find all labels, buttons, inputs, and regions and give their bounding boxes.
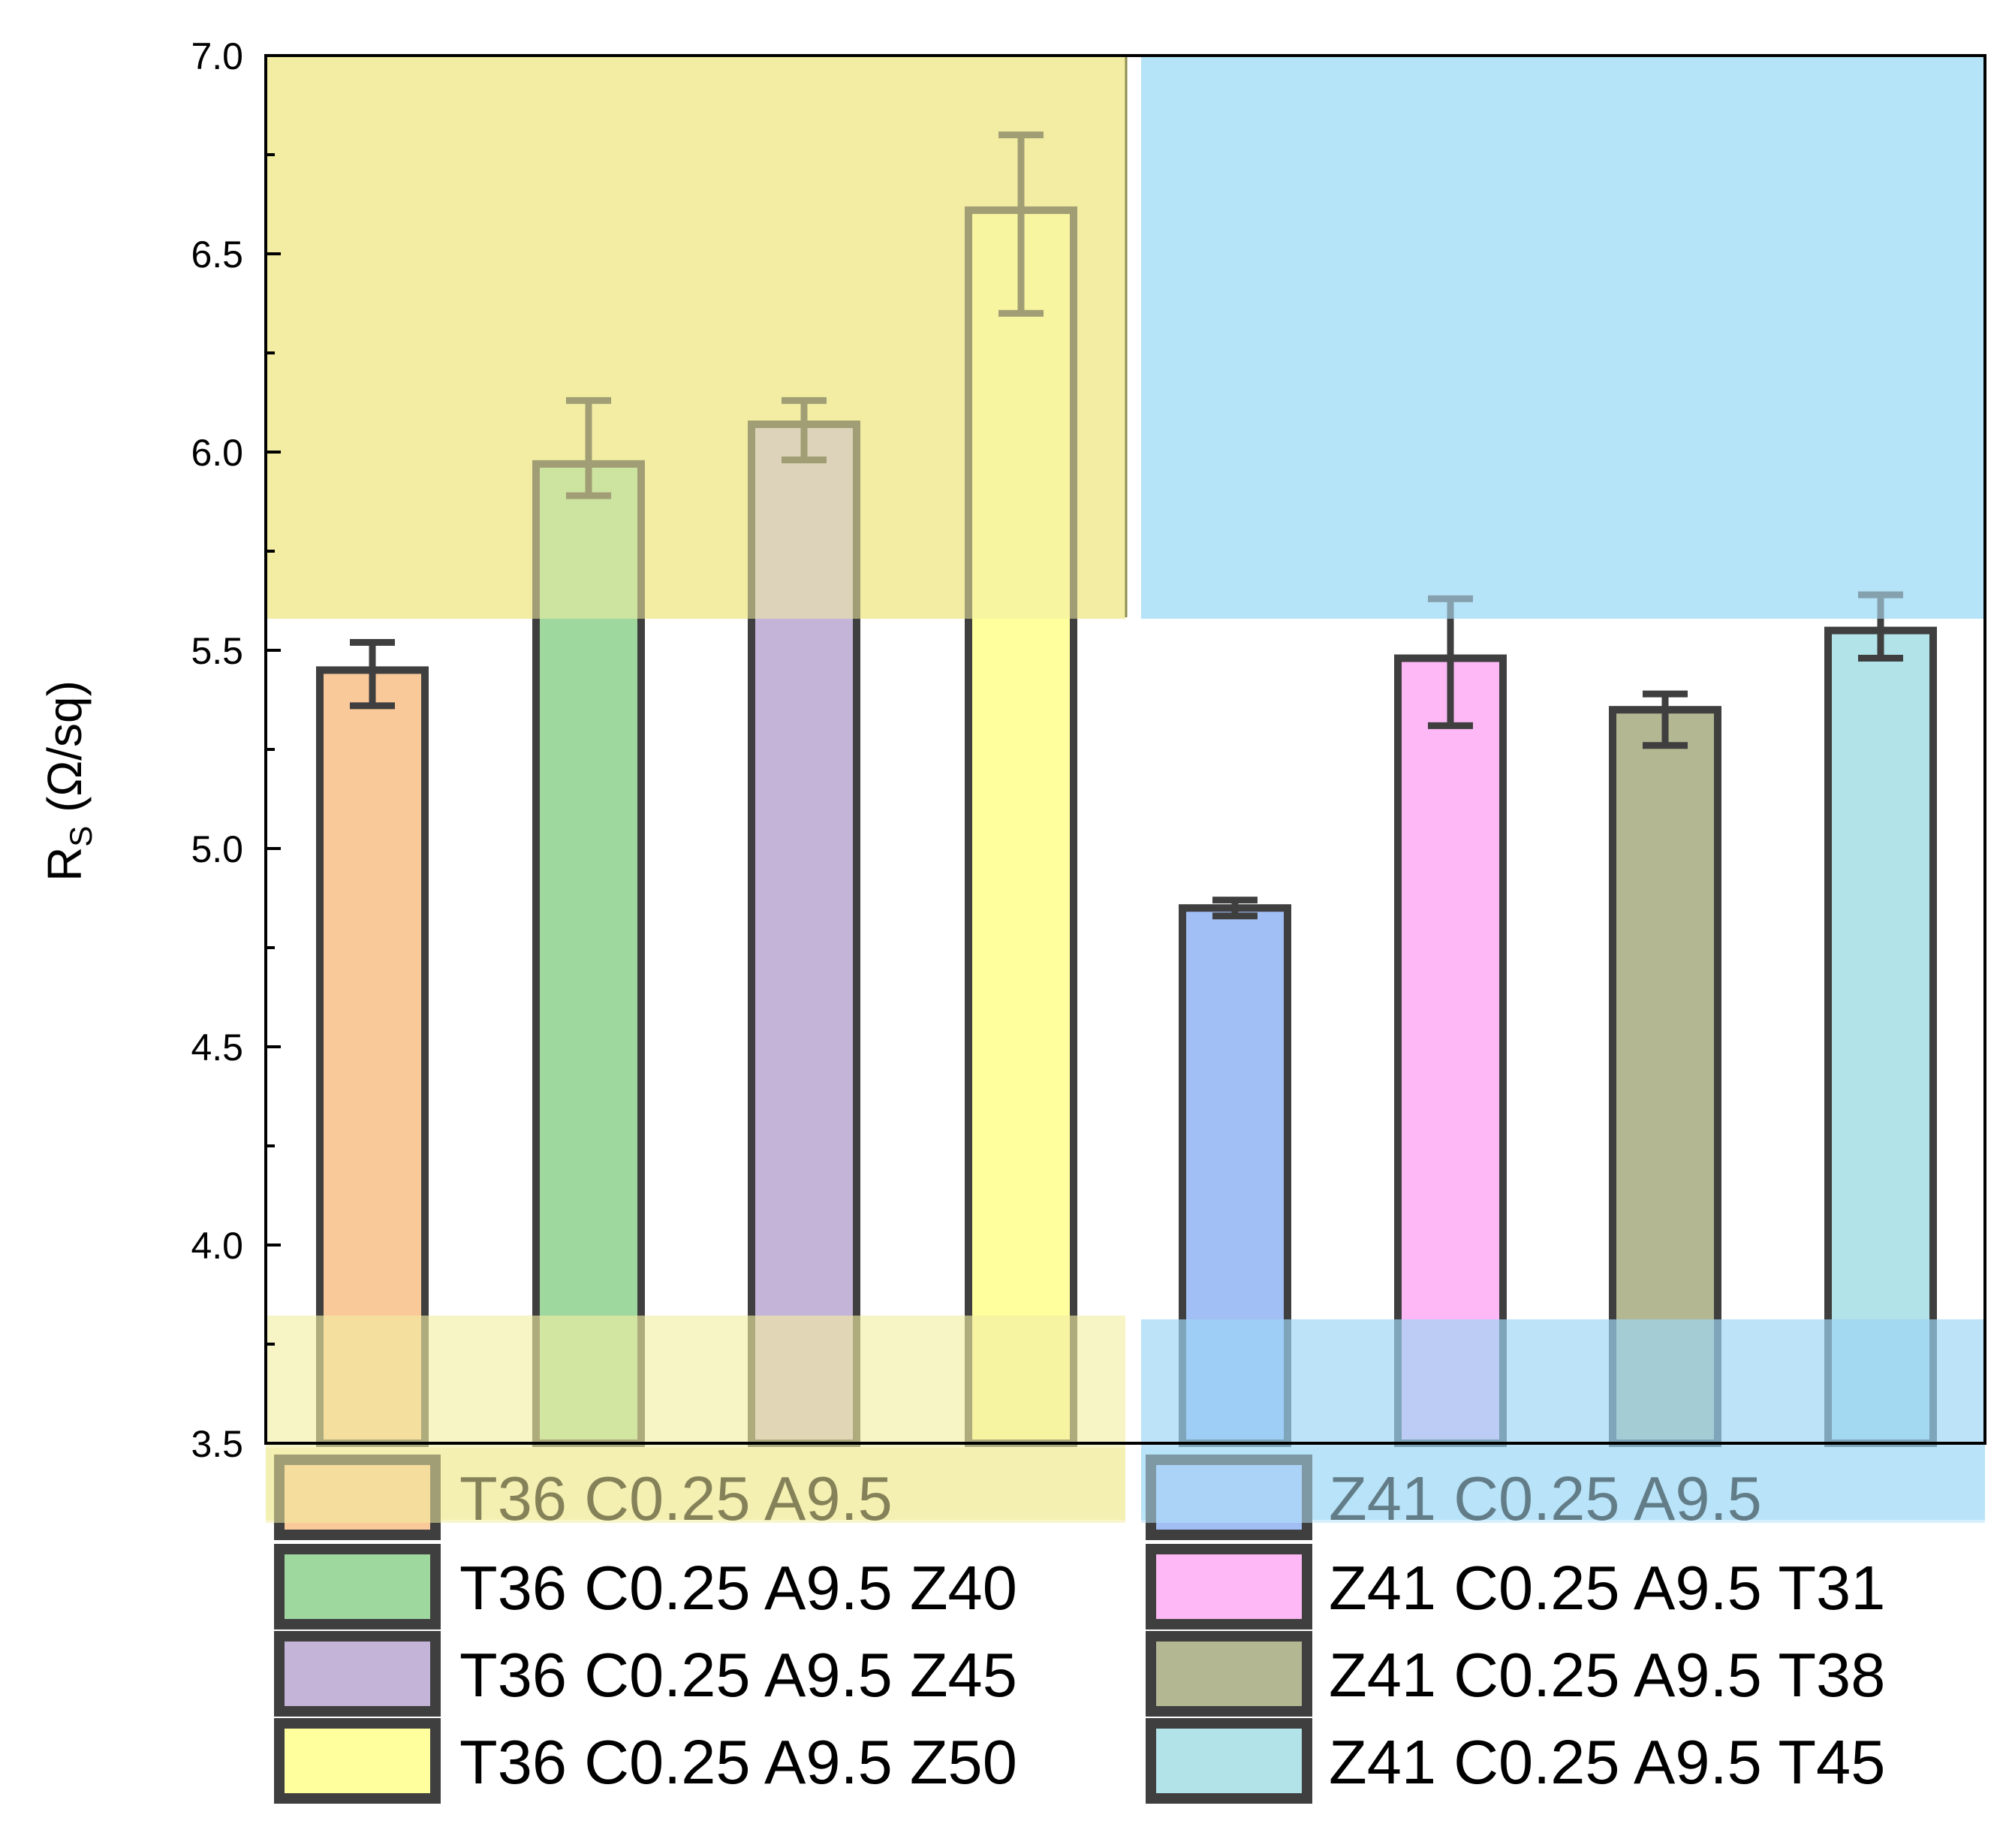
y-tick-label: 6.0 — [191, 432, 243, 474]
legend-swatch — [1146, 1718, 1312, 1804]
legend-label: T36 C0.25 A9.5 Z50 — [459, 1727, 1017, 1797]
legend-swatch — [1146, 1631, 1312, 1717]
y-tick-label: 6.5 — [191, 234, 243, 276]
legend-band-left — [266, 1448, 1125, 1523]
legend-label: T36 C0.25 A9.5 Z45 — [459, 1640, 1017, 1710]
legend-item-4: T36 C0.25 A9.5 Z50 — [274, 1718, 1017, 1804]
y-axis-title: RS (Ω/sq) — [38, 680, 98, 882]
y-tick-label: 3.5 — [191, 1423, 243, 1465]
legend-item-3: T36 C0.25 A9.5 Z45 — [274, 1631, 1017, 1717]
legend-label: Z41 C0.25 A9.5 T31 — [1329, 1553, 1885, 1623]
error-bar-5 — [1212, 897, 1257, 920]
y-tick-label: 7.0 — [191, 35, 243, 77]
bar-2 — [532, 460, 645, 1448]
legend-label: T36 C0.25 A9.5 Z40 — [459, 1553, 1017, 1623]
legend-swatch — [274, 1631, 441, 1717]
legend-item-7: Z41 C0.25 A9.5 T38 — [1146, 1631, 1885, 1717]
y-ticks: 3.5 4.0 4.5 5.0 5.5 6.0 6.5 7.0 — [191, 35, 281, 1465]
legend-swatch — [274, 1718, 441, 1804]
y-axis-title-unit: (Ω/sq) — [38, 680, 92, 826]
legend-item-2: T36 C0.25 A9.5 Z40 — [274, 1544, 1017, 1629]
legend-swatch — [1146, 1544, 1312, 1629]
legend-band-right — [1141, 1448, 1985, 1523]
bar-8 — [1824, 626, 1937, 1447]
legend-item-8: Z41 C0.25 A9.5 T45 — [1146, 1718, 1885, 1804]
error-bar-7 — [1643, 690, 1688, 749]
legend-item-6: Z41 C0.25 A9.5 T31 — [1146, 1544, 1885, 1629]
y-tick-label: 5.5 — [191, 630, 243, 672]
group-overlay-top-left — [266, 56, 1125, 619]
legend-label: Z41 C0.25 A9.5 T45 — [1329, 1727, 1885, 1797]
y-tick-label: 5.0 — [191, 828, 243, 870]
error-bar-1 — [350, 638, 395, 710]
group-overlay-top-right — [1141, 56, 1985, 619]
legend-label: Z41 C0.25 A9.5 T38 — [1329, 1640, 1885, 1710]
y-axis-title-main: R — [38, 847, 92, 882]
bar-6 — [1394, 654, 1507, 1447]
group-shading-overlay — [266, 56, 1985, 1520]
y-tick-label: 4.5 — [191, 1026, 243, 1069]
y-tick-label: 4.0 — [191, 1225, 243, 1267]
legend-swatch — [274, 1544, 441, 1629]
y-axis-title-sub: S — [63, 826, 98, 847]
